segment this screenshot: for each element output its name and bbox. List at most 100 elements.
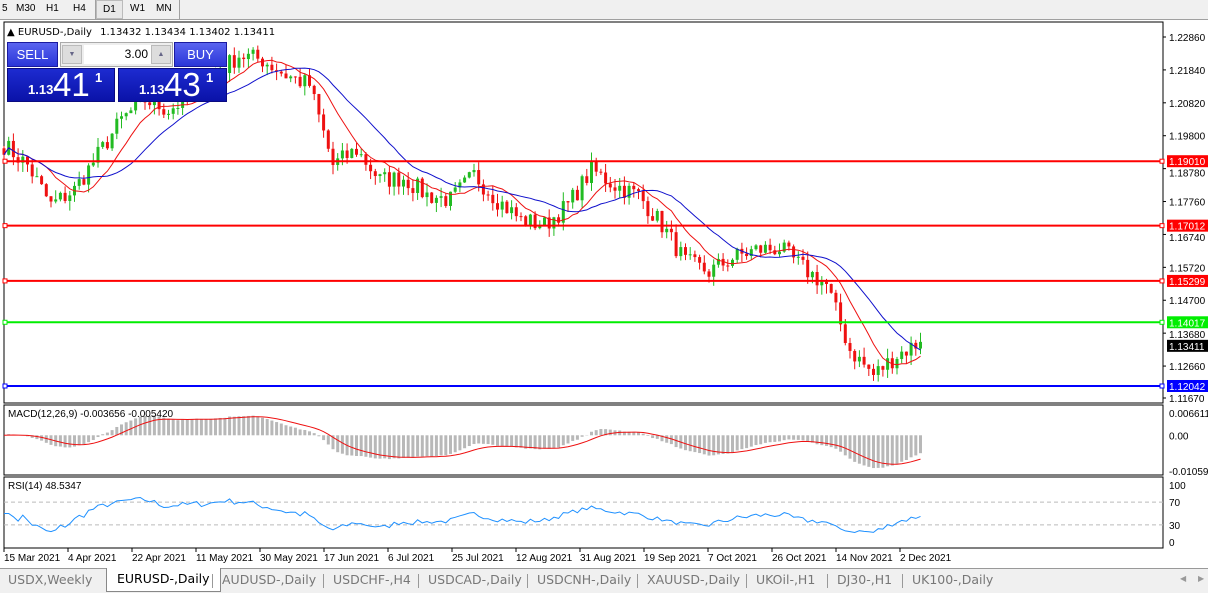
chart-tab[interactable]: UK100-,Daily [912, 572, 994, 587]
tf-mn[interactable]: MN [156, 3, 172, 14]
buy-price-prefix: 1.13 [139, 82, 165, 97]
tf-d1[interactable]: D1 [96, 0, 123, 19]
x-tick-label: 11 May 2021 [196, 553, 254, 564]
macd-bar [373, 435, 377, 459]
macd-bar [721, 435, 725, 454]
candle-body [594, 160, 598, 172]
macd-bar [759, 435, 763, 445]
macd-bar [242, 416, 246, 436]
macd-bar [848, 435, 852, 459]
candle-body [829, 283, 833, 293]
y-tick-label: 1.20820 [1169, 99, 1206, 110]
candle-body [430, 192, 434, 203]
macd-bar [171, 419, 175, 436]
macd-bar [608, 429, 612, 436]
candle-body [538, 226, 542, 229]
chart-tab[interactable]: USDX,Weekly [8, 572, 93, 587]
macd-bar [637, 432, 640, 436]
collapse-triangle-icon[interactable]: ▲ [7, 27, 15, 38]
macd-bar [745, 435, 749, 449]
chart-tab[interactable]: AUDUSD-,Daily [222, 572, 317, 587]
candle-body [2, 148, 6, 155]
candle-body [876, 366, 880, 375]
rsi-y-label: 70 [1169, 498, 1181, 509]
candle-body [721, 258, 725, 266]
chart-tab[interactable]: DJ30-,H1 [837, 572, 893, 587]
candle-body [481, 184, 485, 195]
candle-body [378, 174, 382, 177]
macd-bar [176, 420, 180, 436]
chart-tab[interactable]: USDCNH-,Daily [537, 572, 632, 587]
macd-bar [411, 435, 415, 458]
candle-body [735, 248, 739, 260]
scroll-right-icon[interactable]: ▶ [1198, 574, 1205, 583]
candle-body [632, 185, 636, 190]
candle-body [402, 179, 405, 187]
macd-bar [105, 432, 109, 436]
macd-bar [96, 435, 100, 438]
volume-stepper[interactable]: ▼ 3.00 ▲ [60, 42, 173, 67]
tf-m5[interactable]: 5 [2, 3, 8, 14]
candle-body [425, 192, 429, 198]
macd-bar [261, 417, 264, 436]
macd-bar [298, 429, 302, 436]
tf-h1[interactable]: H1 [46, 3, 59, 14]
candle-body [857, 356, 861, 362]
macd-bar [387, 435, 391, 460]
volume-input[interactable]: 3.00 [84, 45, 151, 64]
macd-bar [195, 418, 199, 436]
buy-price[interactable]: 1.13 43 1 [118, 66, 227, 103]
candle-body [763, 244, 767, 253]
candle-body [44, 184, 48, 197]
price-chart[interactable]: 1.190101.170121.152991.140171.120421.134… [0, 20, 1208, 568]
level-handle [1159, 158, 1165, 164]
macd-bar [660, 435, 664, 442]
macd-bar [246, 415, 250, 436]
macd-bar [364, 435, 368, 457]
sell-button[interactable]: SELL [7, 42, 58, 67]
tf-w1[interactable]: W1 [130, 3, 145, 14]
candle-body [105, 142, 109, 149]
scroll-left-icon[interactable]: ◀ [1180, 574, 1187, 583]
candle-body [49, 196, 53, 202]
chart-tab[interactable]: XAUUSD-,Daily [647, 572, 741, 587]
macd-bar [284, 425, 288, 436]
x-tick-label: 25 Jul 2021 [452, 553, 504, 564]
macd-bar [919, 435, 922, 454]
x-tick-label: 31 Aug 2021 [580, 553, 637, 564]
buy-button[interactable]: BUY [174, 42, 227, 67]
macd-bar [472, 435, 476, 444]
macd-bar [543, 435, 546, 449]
candle-body [40, 176, 44, 185]
chart-tab[interactable]: USDCAD-,Daily [428, 572, 522, 587]
price-panel-frame [3, 21, 1164, 404]
macd-bar [735, 435, 739, 451]
tf-m30[interactable]: M30 [16, 3, 36, 14]
candle-body [754, 245, 758, 250]
candle-body [350, 148, 354, 158]
x-tick-label: 17 Jun 2021 [324, 553, 379, 564]
macd-bar [693, 435, 697, 453]
tf-h4[interactable]: H4 [73, 3, 86, 14]
candle-body [58, 192, 62, 200]
candle-body [364, 154, 368, 165]
chart-tab[interactable]: EURUSD-,Daily [106, 568, 221, 592]
y-tick-label: 1.13680 [1169, 330, 1206, 341]
chart-tab[interactable]: USDCHF-,H4 [333, 572, 411, 587]
increase-volume-icon[interactable]: ▲ [151, 45, 171, 64]
x-tick-label: 12 Aug 2021 [516, 553, 573, 564]
decrease-volume-icon[interactable]: ▼ [62, 45, 82, 64]
macd-bar [604, 429, 608, 436]
candle-body [496, 203, 499, 210]
candle-body [571, 189, 575, 203]
level-price-tag [1167, 316, 1208, 329]
chart-tab[interactable]: UKOil-,H1 [756, 572, 816, 587]
macd-bar [214, 418, 217, 436]
sell-price[interactable]: 1.13 41 1 [7, 66, 115, 103]
candle-body [909, 342, 913, 356]
macd-bar [904, 435, 908, 460]
macd-bar [820, 435, 824, 446]
macd-bar [500, 435, 504, 446]
macd-bar [731, 435, 734, 453]
macd-bar [763, 435, 767, 443]
